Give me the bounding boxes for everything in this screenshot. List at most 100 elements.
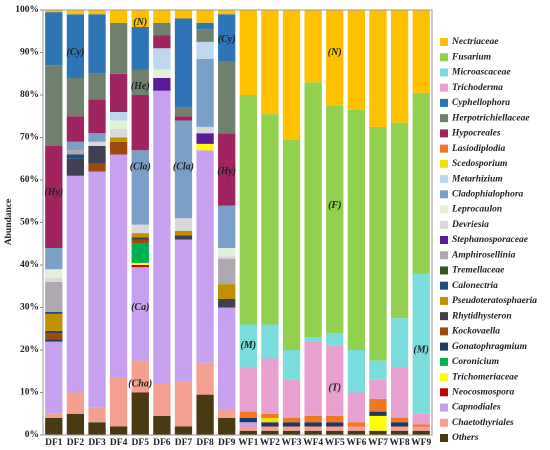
legend-swatch xyxy=(440,98,448,107)
bar-segment xyxy=(390,426,409,431)
annotation: (M) xyxy=(241,340,257,351)
legend-swatch xyxy=(440,418,448,427)
bar-segment xyxy=(153,35,171,49)
annotation: (M) xyxy=(413,344,429,355)
bar-segment xyxy=(282,426,301,431)
legend-label: Microascaceae xyxy=(451,68,511,78)
bar-segment xyxy=(347,426,366,431)
bar-segment xyxy=(218,307,236,410)
bar-segment xyxy=(304,426,322,431)
annotation: (Ca) xyxy=(131,302,149,313)
bar-segment xyxy=(218,299,236,308)
bar-segment xyxy=(326,333,344,346)
bar-segment xyxy=(390,422,409,427)
bar-segment xyxy=(347,10,366,110)
bar-segment xyxy=(66,175,85,393)
bar-segment xyxy=(88,171,106,408)
legend-label: Nectriaceae xyxy=(451,37,499,47)
legend-swatch xyxy=(440,327,448,336)
y-tick-label: 30% xyxy=(20,303,39,313)
legend-label: Neocosmospora xyxy=(451,387,515,397)
bar-segment xyxy=(347,422,366,427)
bar-segment xyxy=(196,133,214,144)
bar-segment xyxy=(282,422,301,427)
bar-segment xyxy=(390,367,409,418)
bar-segment xyxy=(45,311,63,314)
bar-segment xyxy=(412,426,430,431)
x-tick-label: DF8 xyxy=(196,438,214,448)
bar-segment xyxy=(304,430,322,435)
bar-segment xyxy=(153,90,171,384)
bar-segment xyxy=(45,269,63,278)
bar-segment xyxy=(109,129,128,138)
bar-segment xyxy=(261,358,279,414)
legend-swatch xyxy=(440,159,448,168)
bar-segment xyxy=(131,10,149,27)
bar-segment xyxy=(196,22,214,30)
bar-segment xyxy=(153,48,171,70)
bar-segment xyxy=(261,426,279,431)
bar-segment xyxy=(131,27,149,70)
bar-segment xyxy=(218,14,236,61)
legend-swatch xyxy=(440,251,448,260)
bar-segment xyxy=(412,92,430,274)
x-tick-label: WF2 xyxy=(260,438,280,448)
legend-swatch xyxy=(440,144,448,153)
legend-swatch xyxy=(440,266,448,275)
legend-label: Cladophialophora xyxy=(452,189,524,199)
x-tick-label: DF7 xyxy=(175,438,193,448)
legend-label: Stephanosporaceae xyxy=(452,235,529,245)
bar-segment xyxy=(88,14,106,74)
bar-segment xyxy=(45,282,63,312)
bar-segment xyxy=(66,116,85,142)
bar-segment xyxy=(218,256,236,259)
bar-segment xyxy=(196,126,214,134)
bar-segment xyxy=(88,10,106,15)
bar-segment xyxy=(218,133,236,206)
y-tick-label: 90% xyxy=(20,48,39,58)
bar-segment xyxy=(109,426,128,435)
bar-segment xyxy=(45,277,63,282)
bar-segment xyxy=(347,350,366,393)
bar-segment xyxy=(196,362,214,395)
bar-segment xyxy=(239,324,257,367)
legend-swatch xyxy=(440,175,448,184)
bar-segment xyxy=(326,415,344,423)
bar-segment xyxy=(218,10,236,15)
legend-swatch xyxy=(440,114,448,123)
bar-segment xyxy=(153,10,171,23)
y-tick-label: 50% xyxy=(20,218,39,228)
bar-segment xyxy=(88,133,106,142)
bar-segment xyxy=(45,10,63,13)
bar-segment xyxy=(153,415,171,435)
bar-segment xyxy=(66,141,85,151)
bar-segment xyxy=(45,65,63,146)
bar-segment xyxy=(369,415,387,431)
annotation: (T) xyxy=(328,383,341,394)
bar-segment xyxy=(390,10,409,123)
bar-segment xyxy=(326,345,344,416)
bar-segment xyxy=(66,392,85,414)
bar-segment xyxy=(109,22,128,74)
bar-segment xyxy=(326,430,344,435)
bar-segment xyxy=(153,69,171,78)
y-tick-label: 40% xyxy=(20,260,39,270)
bar-segment xyxy=(88,422,106,435)
bar-segment xyxy=(45,333,63,340)
bar-segment xyxy=(412,10,430,93)
legend-label: Pseudoteratosphaeria xyxy=(452,296,537,306)
legend-swatch xyxy=(440,373,448,382)
bar-segment xyxy=(131,243,149,263)
annotation: (He) xyxy=(131,81,150,92)
x-tick-label: WF7 xyxy=(368,438,388,448)
bar-segment xyxy=(174,116,193,121)
legend-swatch xyxy=(440,38,448,46)
bar-segment xyxy=(218,418,236,435)
bar-segment xyxy=(390,418,409,423)
bar-segment xyxy=(45,146,63,248)
legend-label: Amphirosellinia xyxy=(451,250,516,260)
bar-segment xyxy=(239,422,257,427)
bar-segment xyxy=(174,381,193,427)
legend-label: Rhytidhysteron xyxy=(451,311,512,321)
bar-segment xyxy=(174,239,193,382)
